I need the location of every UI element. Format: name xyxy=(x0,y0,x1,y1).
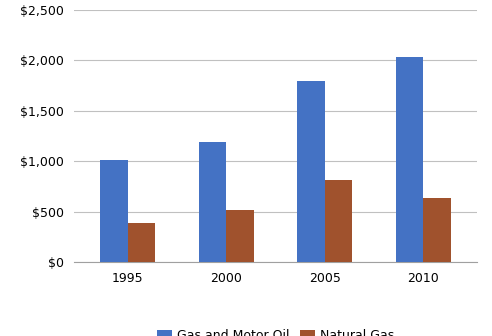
Bar xyxy=(325,180,352,262)
Legend: Gas and Motor Oil, Natural Gas: Gas and Motor Oil, Natural Gas xyxy=(152,324,399,336)
Bar xyxy=(297,81,325,262)
Bar xyxy=(100,160,128,262)
Bar xyxy=(199,142,226,262)
Bar xyxy=(226,210,254,262)
Bar xyxy=(128,223,155,262)
Bar xyxy=(423,198,451,262)
Bar xyxy=(396,57,423,262)
